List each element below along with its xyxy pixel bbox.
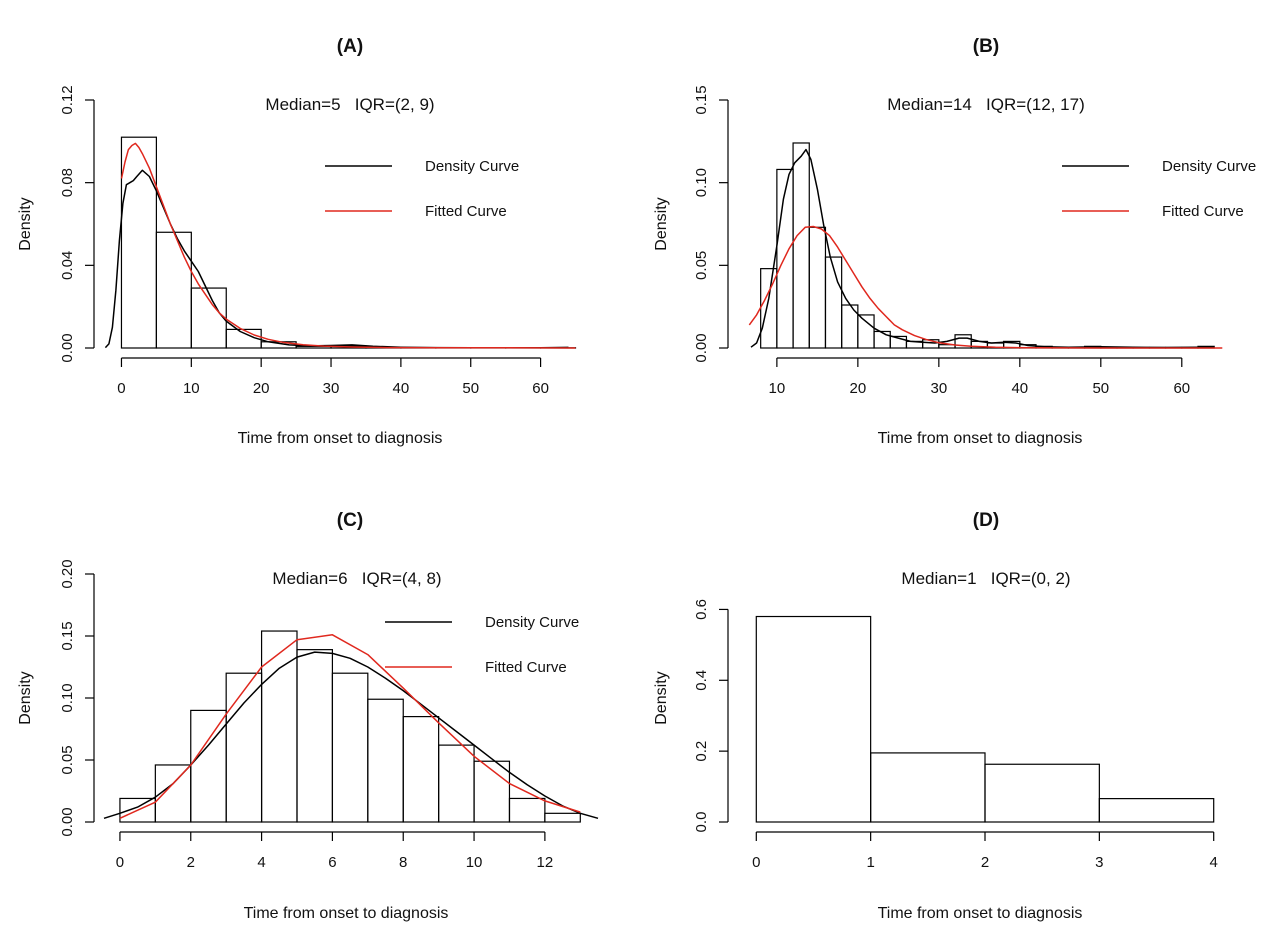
panel-a-bar-1 — [155, 231, 192, 349]
panel-b-x-tick-label: 30 — [930, 380, 947, 397]
panel-c-x-tick-label: 4 — [257, 854, 265, 871]
panel-a-y-tick-label: 0.00 — [59, 333, 76, 362]
panel-c-bar-9 — [438, 744, 475, 823]
panel-c-x-tick-label: 10 — [466, 854, 483, 871]
panel-b-bar-7 — [873, 330, 891, 349]
panel-b-bar-1 — [776, 168, 794, 349]
panel-b-x-tick-label: 20 — [850, 380, 867, 397]
panel-a-y-tick-label: 0.08 — [59, 168, 76, 197]
panel-b-y-tick-label: 0.15 — [693, 85, 710, 114]
panel-c-x-label: Time from onset to diagnosis — [244, 905, 449, 922]
panel-a-x-tick-label: 10 — [183, 380, 200, 397]
panel-c-x-tick-label: 6 — [328, 854, 336, 871]
panel-d-y-tick-label: 0.2 — [693, 741, 710, 762]
panel-b-x-tick-label: 50 — [1092, 380, 1109, 397]
panel-c-legend-label: Fitted Curve — [485, 659, 567, 676]
panel-d-title: (D) — [973, 510, 999, 531]
panel-a-x-label: Time from onset to diagnosis — [238, 430, 443, 447]
panel-b-legend-label: Fitted Curve — [1162, 203, 1244, 220]
panel-c-y-label: Density — [17, 671, 34, 724]
panel-d-median-iqr: Median=1 IQR=(0, 2) — [901, 569, 1070, 588]
panel-d-y-tick-label: 0.6 — [693, 599, 710, 620]
panel-b-bar-3 — [808, 226, 827, 349]
panel-c-bar-2 — [190, 709, 227, 823]
panel-b-x-tick-label: 10 — [769, 380, 786, 397]
panel-d: 0 1 2 3 4 0.0 0.2 0.4 0.6 Time from onset to diag… — [653, 510, 1218, 922]
panel-c-title: (C) — [337, 510, 363, 531]
panel-d-bar-3 — [1098, 798, 1215, 823]
panel-c-bar-6 — [331, 672, 369, 823]
panel-c-x-tick-label: 8 — [399, 854, 407, 871]
panel-b-median-iqr: Median=14 IQR=(12, 17) — [887, 95, 1085, 114]
panel-b-bar-6 — [857, 314, 875, 349]
panel-a-density-curve — [104, 169, 569, 349]
panel-d-y-label: Density — [653, 671, 670, 724]
panel-a-y-tick-label: 0.04 — [59, 251, 76, 280]
panel-a-title: (A) — [337, 36, 363, 57]
panel-b-x-tick-label: 40 — [1011, 380, 1028, 397]
panel-c-x-tick-label: 2 — [187, 854, 195, 871]
panel-b-y-tick-label: 0.05 — [693, 251, 710, 280]
panel-c-y-tick-label: 0.10 — [59, 683, 76, 712]
panel-c: 0 2 4 6 8 10 12 0.00 0.05 0.10 0.15 0.20 Time from o… — [17, 510, 599, 922]
panel-a-fitted-curve — [120, 142, 576, 349]
panel-b-y-tick-label: 0.10 — [693, 168, 710, 197]
panel-b-y-tick-label: 0.00 — [693, 333, 710, 362]
panel-c-fitted-curve — [119, 634, 581, 819]
panel-a-x-tick-label: 0 — [117, 380, 125, 397]
panel-d-x-tick-label: 1 — [866, 854, 874, 871]
panel-c-bar-11 — [508, 797, 546, 823]
panel-b-x-label: Time from onset to diagnosis — [878, 430, 1083, 447]
panel-a-legend-label: Fitted Curve — [425, 203, 507, 220]
panel-b-legend-label: Density Curve — [1162, 158, 1256, 175]
panel-c-bar-7 — [367, 698, 404, 823]
panel-d-bar-1 — [870, 752, 986, 823]
panel-b: 10 20 30 40 50 60 0.00 0.05 0.10 0.15 Time from on… — [653, 36, 1256, 447]
panel-a: 0 10 20 30 40 50 60 0.00 0.04 0.08 0.12 Time from o… — [17, 36, 577, 447]
panel-a-x-tick-label: 60 — [532, 380, 549, 397]
panel-d-y-tick-label: 0.0 — [693, 812, 710, 833]
panel-b-y-label: Density — [653, 197, 670, 250]
panel-d-x-tick-label: 4 — [1210, 854, 1218, 871]
panel-c-y-tick-label: 0.15 — [59, 621, 76, 650]
panel-a-x-tick-label: 20 — [253, 380, 270, 397]
panel-a-bar-2 — [190, 287, 227, 349]
panel-b-density-curve — [750, 148, 1215, 349]
panel-b-bar-10 — [922, 339, 940, 349]
panel-d-y-tick-label: 0.4 — [693, 670, 710, 691]
panel-c-bar-8 — [402, 715, 440, 823]
panel-d-x-tick-label: 0 — [752, 854, 760, 871]
panel-c-density-curve — [103, 651, 599, 820]
panel-d-bar-2 — [984, 763, 1100, 823]
panel-a-median-iqr: Median=5 IQR=(2, 9) — [265, 95, 434, 114]
panel-c-x-tick-label: 0 — [116, 854, 124, 871]
panel-b-fitted-curve — [748, 225, 1223, 349]
panel-c-legend-label: Density Curve — [485, 614, 579, 631]
panel-c-median-iqr: Median=6 IQR=(4, 8) — [272, 569, 441, 588]
panel-a-y-tick-label: 0.12 — [59, 85, 76, 114]
panel-c-y-tick-label: 0.05 — [59, 745, 76, 774]
panel-a-legend-label: Density Curve — [425, 158, 519, 175]
panel-d-x-label: Time from onset to diagnosis — [878, 905, 1083, 922]
panel-b-bar-4 — [824, 256, 843, 349]
panel-b-x-tick-label: 60 — [1173, 380, 1190, 397]
panel-c-bar-3 — [225, 672, 263, 823]
panel-c-x-tick-label: 12 — [537, 854, 554, 871]
panel-d-x-tick-label: 3 — [1095, 854, 1103, 871]
panel-a-x-tick-label: 40 — [393, 380, 410, 397]
panel-a-x-tick-label: 30 — [323, 380, 340, 397]
panel-c-bar-12 — [544, 812, 581, 823]
panel-c-y-tick-label: 0.20 — [59, 559, 76, 588]
panel-c-bar-5 — [296, 649, 334, 823]
panel-c-y-tick-label: 0.00 — [59, 807, 76, 836]
panel-a-y-label: Density — [17, 197, 34, 250]
panel-d-bar-0 — [755, 615, 872, 823]
panel-a-x-tick-label: 50 — [462, 380, 479, 397]
panel-c-bar-10 — [473, 760, 511, 823]
panel-a-bar-0 — [120, 136, 157, 349]
panel-b-title: (B) — [973, 36, 999, 57]
panel-d-x-tick-label: 2 — [981, 854, 989, 871]
panel-b-bar-2 — [792, 142, 810, 349]
